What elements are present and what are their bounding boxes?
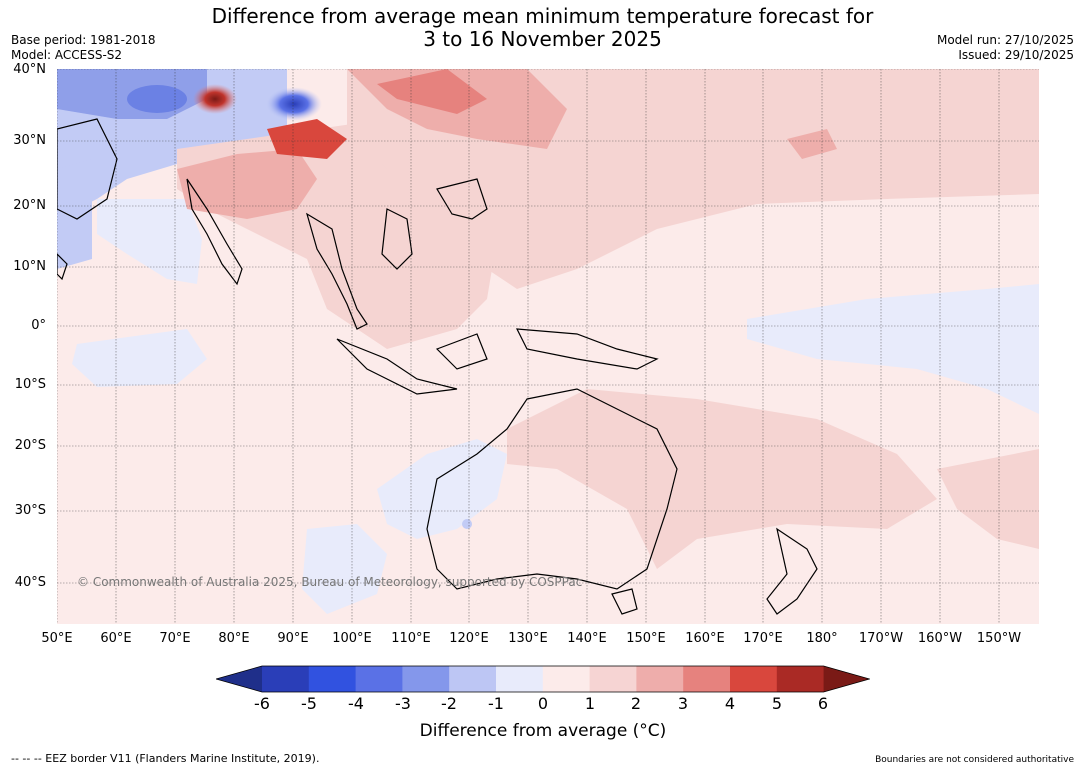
colorbar-tick: 6	[817, 694, 829, 713]
lon-label-80e: 80°E	[218, 631, 250, 646]
colorbar-outline	[216, 665, 870, 693]
lon-label-160w: 160°W	[917, 631, 963, 646]
colorbar-tick: -5	[301, 694, 317, 713]
model-label: Model: ACCESS-S2	[11, 48, 123, 62]
colorbar-segment	[262, 666, 310, 692]
lon-label-60e: 60°E	[100, 631, 132, 646]
colorbar-segment	[636, 666, 684, 692]
issued-label: Issued: 29/10/2025	[958, 48, 1074, 62]
colorbar-segment	[542, 666, 591, 692]
lon-label-120e: 120°E	[449, 631, 489, 646]
boundaries-disclaimer: Boundaries are not considered authoritat…	[875, 755, 1074, 765]
lon-label-100e: 100°E	[332, 631, 372, 646]
cold-anomaly-center	[266, 87, 322, 121]
lon-label-160e: 160°E	[685, 631, 725, 646]
lat-label-10n: 10°N	[13, 259, 46, 274]
lon-label-170w: 170°W	[858, 631, 904, 646]
lat-label-20s: 20°S	[14, 438, 46, 453]
colorbar-segment	[449, 666, 497, 692]
cool-anomaly-regions	[57, 69, 1039, 614]
lat-label-30n: 30°N	[13, 133, 46, 148]
colorbar-segment	[496, 666, 544, 692]
lon-label-140e: 140°E	[567, 631, 607, 646]
colorbar-title: Difference from average (°C)	[419, 721, 667, 741]
colorbar-extend-low	[216, 666, 262, 692]
colorbar	[216, 665, 870, 693]
lon-label-170e: 170°E	[743, 631, 783, 646]
lon-label-150w: 150°W	[976, 631, 1022, 646]
lat-label-40n: 40°N	[13, 62, 46, 77]
colorbar-segment	[730, 666, 778, 692]
lat-label-40s: 40°S	[14, 575, 46, 590]
lat-label-equator: 0°	[31, 318, 46, 333]
colorbar-tick: 5	[771, 694, 783, 713]
lon-label-90e: 90°E	[277, 631, 309, 646]
colorbar-tick: 2	[630, 694, 642, 713]
map-title-line-2: 3 to 16 November 2025	[423, 27, 662, 51]
colorbar-segment	[308, 666, 357, 692]
model-run-label: Model run: 27/10/2025	[936, 33, 1074, 47]
colorbar-tick: -6	[254, 694, 270, 713]
colorbar-segment	[355, 666, 403, 692]
base-period-label: Base period: 1981-2018	[11, 33, 156, 47]
lon-label-150e: 150°E	[626, 631, 666, 646]
lon-label-70e: 70°E	[159, 631, 191, 646]
colorbar-tick: -3	[395, 694, 411, 713]
colorbar-tick: -2	[441, 694, 457, 713]
colorbar-segment	[589, 666, 637, 692]
colorbar-extend-high	[823, 666, 870, 692]
lon-label-180: 180°	[806, 631, 838, 646]
warm-anomaly-regions	[177, 69, 1039, 569]
colorbar-tick: 3	[677, 694, 689, 713]
lat-label-20n: 20°N	[13, 198, 46, 213]
lon-label-130e: 130°E	[508, 631, 548, 646]
coastlines	[57, 118, 818, 615]
colorbar-tick: 1	[584, 694, 596, 713]
colorbar-tick: 4	[724, 694, 736, 713]
lon-label-110e: 110°E	[391, 631, 431, 646]
colorbar-segment	[683, 666, 731, 692]
colorbar-tick: -1	[488, 694, 504, 713]
hot-anomaly-center	[193, 84, 237, 114]
lat-label-30s: 30°S	[14, 503, 46, 518]
colorbar-tick: 0	[537, 694, 549, 713]
map-title-line-1: Difference from average mean minimum tem…	[211, 4, 874, 28]
eez-border-legend: -- -- -- EEZ border V11 (Flanders Marine…	[11, 752, 320, 765]
lat-label-10s: 10°S	[14, 377, 46, 392]
lon-label-50e: 50°E	[41, 631, 73, 646]
graticule	[57, 69, 1039, 624]
copyright-notice: © Commonwealth of Australia 2025, Bureau…	[77, 575, 582, 589]
colorbar-segment	[402, 666, 450, 692]
colorbar-segment	[776, 666, 825, 692]
temperature-anomaly-map: © Commonwealth of Australia 2025, Bureau…	[57, 69, 1039, 624]
colorbar-tick: -4	[348, 694, 364, 713]
